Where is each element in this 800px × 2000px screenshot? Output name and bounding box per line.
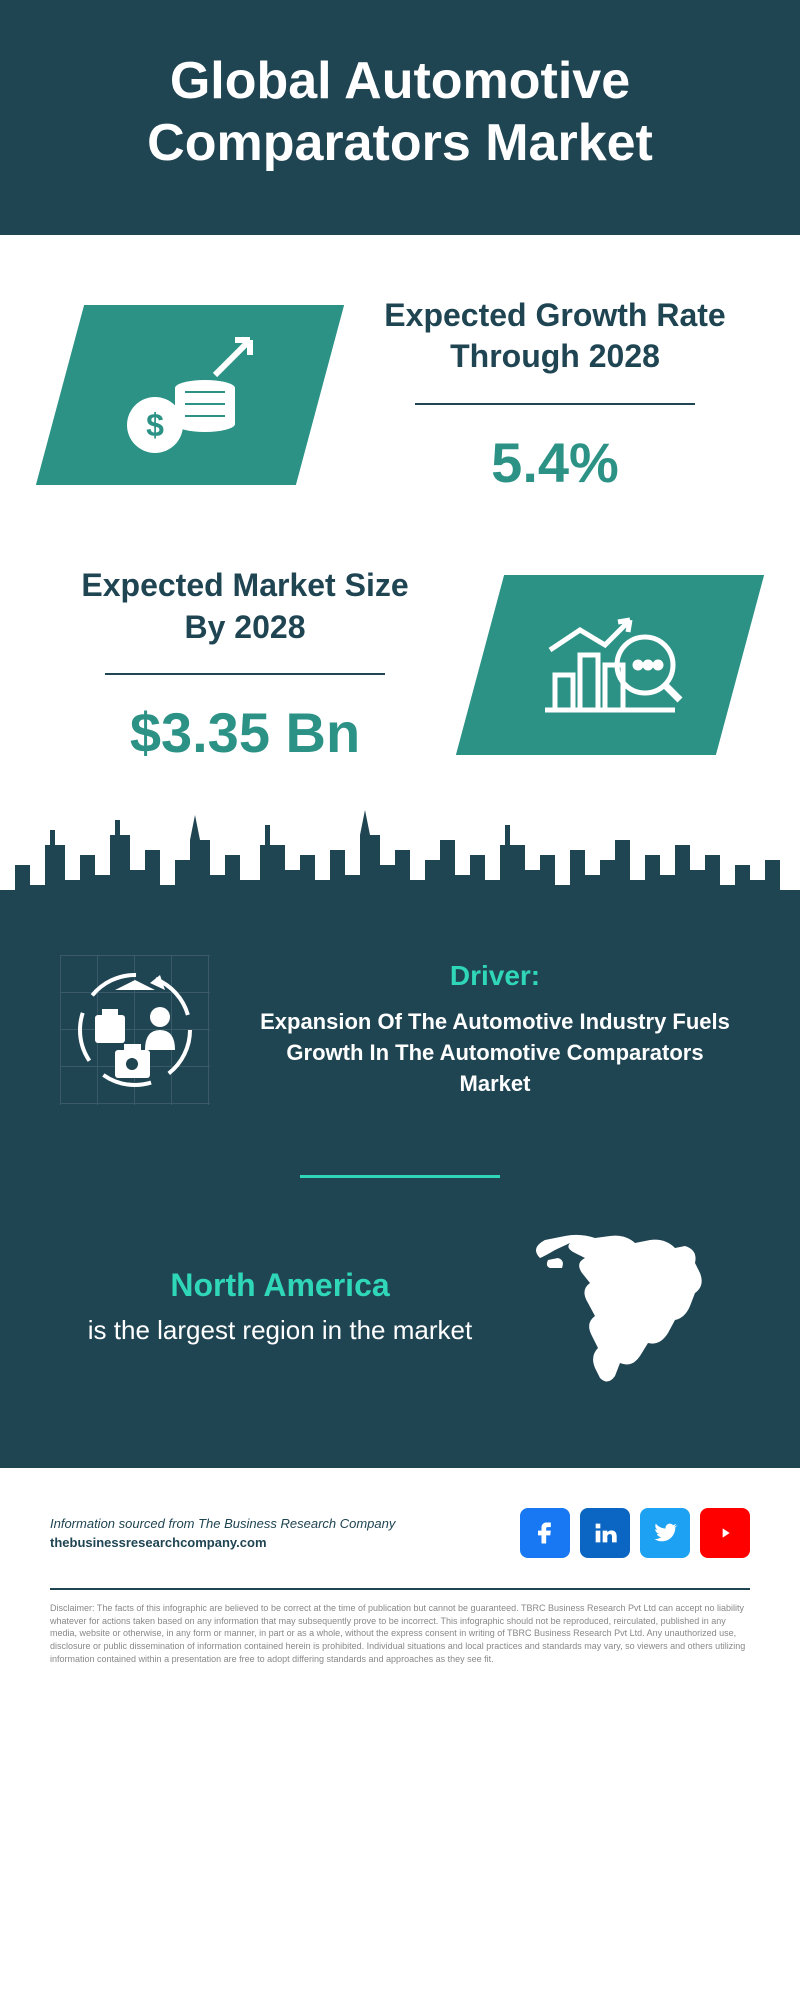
footer-top: Information sourced from The Business Re… xyxy=(50,1508,750,1578)
linkedin-icon[interactable] xyxy=(580,1508,630,1558)
growth-label: Expected Growth Rate Through 2028 xyxy=(370,295,740,378)
source-block: Information sourced from The Business Re… xyxy=(50,1516,395,1550)
disclaimer-text: Disclaimer: The facts of this infographi… xyxy=(50,1602,750,1665)
north-america-map xyxy=(520,1228,720,1388)
region-row: North America is the largest region in t… xyxy=(60,1228,740,1388)
region-text: North America is the largest region in t… xyxy=(80,1267,480,1348)
footer-line xyxy=(50,1588,750,1590)
dark-section: Driver: Expansion Of The Automotive Indu… xyxy=(0,925,800,1468)
driver-text: Driver: Expansion Of The Automotive Indu… xyxy=(250,960,740,1099)
driver-description: Expansion Of The Automotive Industry Fue… xyxy=(250,1007,740,1099)
growth-value: 5.4% xyxy=(370,430,740,495)
industry-people-icon xyxy=(60,955,210,1105)
region-description: is the largest region in the market xyxy=(80,1312,480,1348)
footer: Information sourced from The Business Re… xyxy=(0,1468,800,1695)
divider xyxy=(105,673,385,675)
source-text: Information sourced from The Business Re… xyxy=(50,1516,395,1531)
page-title: Global Automotive Comparators Market xyxy=(40,50,760,175)
facebook-icon[interactable] xyxy=(520,1508,570,1558)
growth-stat: Expected Growth Rate Through 2028 5.4% xyxy=(370,295,740,495)
source-url: thebusinessresearchcompany.com xyxy=(50,1535,395,1550)
driver-icon-box xyxy=(60,955,210,1105)
driver-row: Driver: Expansion Of The Automotive Indu… xyxy=(60,955,740,1105)
money-growth-icon: $ xyxy=(110,330,270,460)
divider xyxy=(415,403,695,405)
skyline-silhouette xyxy=(0,805,800,925)
growth-row: $ Expected Growth Rate Through 2028 5.4% xyxy=(60,295,740,495)
market-size-value: $3.35 Bn xyxy=(60,700,430,765)
market-size-label: Expected Market Size By 2028 xyxy=(60,565,430,648)
market-size-row: Expected Market Size By 2028 $3.35 Bn xyxy=(60,565,740,765)
chart-search-icon xyxy=(530,600,690,730)
header-banner: Global Automotive Comparators Market xyxy=(0,0,800,235)
teal-divider xyxy=(300,1175,500,1178)
growth-icon-box: $ xyxy=(36,305,344,485)
market-size-stat: Expected Market Size By 2028 $3.35 Bn xyxy=(60,565,430,765)
market-icon-box xyxy=(456,575,764,755)
driver-label: Driver: xyxy=(250,960,740,992)
twitter-icon[interactable] xyxy=(640,1508,690,1558)
youtube-icon[interactable] xyxy=(700,1508,750,1558)
map-icon xyxy=(520,1228,720,1388)
region-name: North America xyxy=(80,1267,480,1304)
stats-section: $ Expected Growth Rate Through 2028 5.4%… xyxy=(0,235,800,805)
social-icons xyxy=(520,1508,750,1558)
svg-text:$: $ xyxy=(146,407,164,443)
